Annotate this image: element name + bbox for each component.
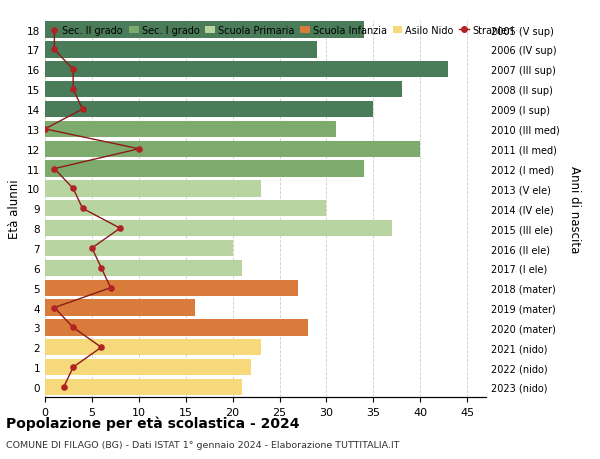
Bar bbox=[45, 241, 233, 257]
Bar bbox=[45, 122, 336, 138]
Point bbox=[40, 126, 50, 133]
Bar bbox=[45, 62, 448, 78]
Point bbox=[68, 324, 78, 331]
Point bbox=[78, 205, 88, 213]
Point bbox=[68, 67, 78, 74]
Bar bbox=[45, 22, 364, 39]
Point bbox=[68, 86, 78, 94]
Point bbox=[97, 264, 106, 272]
Bar bbox=[45, 102, 373, 118]
Bar bbox=[45, 141, 421, 157]
Bar bbox=[45, 319, 308, 336]
Point bbox=[59, 383, 68, 391]
Bar bbox=[45, 339, 261, 356]
Point bbox=[50, 47, 59, 54]
Bar bbox=[45, 42, 317, 58]
Y-axis label: Età alunni: Età alunni bbox=[8, 179, 22, 239]
Point bbox=[68, 185, 78, 193]
Bar bbox=[45, 181, 261, 197]
Point bbox=[115, 225, 125, 232]
Point bbox=[50, 166, 59, 173]
Point bbox=[50, 304, 59, 312]
Point bbox=[106, 285, 115, 292]
Bar bbox=[45, 82, 401, 98]
Bar bbox=[45, 379, 242, 395]
Point bbox=[134, 146, 143, 153]
Y-axis label: Anni di nascita: Anni di nascita bbox=[568, 165, 581, 252]
Bar bbox=[45, 220, 392, 237]
Point bbox=[97, 344, 106, 351]
Bar bbox=[45, 280, 298, 296]
Bar bbox=[45, 359, 251, 375]
Bar bbox=[45, 161, 364, 177]
Bar bbox=[45, 260, 242, 276]
Bar bbox=[45, 300, 195, 316]
Legend: Sec. II grado, Sec. I grado, Scuola Primaria, Scuola Infanzia, Asilo Nido, Stran: Sec. II grado, Sec. I grado, Scuola Prim… bbox=[50, 26, 514, 35]
Text: Popolazione per età scolastica - 2024: Popolazione per età scolastica - 2024 bbox=[6, 415, 299, 430]
Point bbox=[78, 106, 88, 113]
Point bbox=[50, 27, 59, 34]
Bar bbox=[45, 201, 326, 217]
Text: COMUNE DI FILAGO (BG) - Dati ISTAT 1° gennaio 2024 - Elaborazione TUTTITALIA.IT: COMUNE DI FILAGO (BG) - Dati ISTAT 1° ge… bbox=[6, 440, 400, 449]
Point bbox=[87, 245, 97, 252]
Point bbox=[68, 364, 78, 371]
